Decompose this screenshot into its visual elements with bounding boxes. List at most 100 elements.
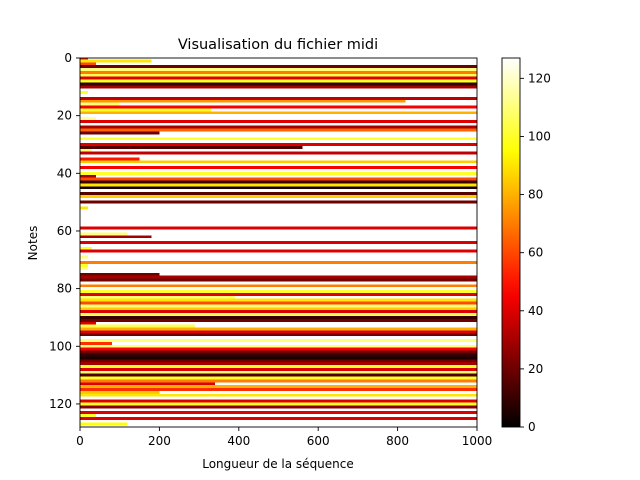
heatmap-row-note-101	[80, 347, 477, 351]
heatmap-row-note-48	[80, 194, 477, 198]
heatmap-row-note-108	[80, 367, 477, 371]
y-tick-label: 40	[57, 166, 72, 180]
heatmap-row-note-41	[80, 174, 96, 178]
heatmap-row-note-16	[80, 102, 120, 106]
colorbar-frame	[501, 57, 521, 428]
heatmap-plot	[80, 58, 477, 427]
heatmap-row-note-18	[80, 108, 212, 112]
heatmap-row-note-33	[80, 151, 477, 155]
heatmap-row-note-31	[80, 145, 303, 149]
heatmap-row-note-19	[80, 111, 477, 115]
heatmap-row-note-22	[80, 119, 477, 123]
heatmap-row-note-38	[80, 166, 477, 169]
heatmap-row-note-5	[80, 70, 477, 74]
heatmap-row-note-8	[80, 79, 477, 83]
heatmap-row-note-77	[80, 278, 477, 282]
heatmap-row-note-98	[80, 339, 477, 342]
x-tick-label: 600	[307, 434, 330, 448]
heatmap-row-note-94	[80, 327, 477, 331]
heatmap-row-note-115	[80, 388, 477, 391]
heatmap-row-note-52	[80, 206, 88, 210]
heatmap-row-note-35	[80, 157, 140, 161]
y-tick-label: 80	[57, 282, 72, 296]
colorbar-tick-label: 100	[528, 129, 551, 143]
heatmap-row-note-12	[80, 91, 88, 95]
heatmap-row-note-107	[80, 365, 477, 368]
heatmap-row-note-106	[80, 362, 477, 366]
heatmap-row-note-61	[80, 232, 128, 236]
y-tick-label: 0	[64, 51, 72, 65]
heatmap-row-note-120	[80, 402, 477, 406]
heatmap-row-note-99	[80, 341, 112, 345]
colorbar-tick-label: 120	[528, 71, 551, 85]
colorbar-fill	[502, 58, 520, 427]
heatmap-row-note-79	[80, 284, 477, 288]
heatmap-row-note-93	[80, 324, 196, 328]
heatmap-row-note-112	[80, 379, 477, 383]
heatmap-row-note-84	[80, 298, 477, 302]
heatmap-row-note-86	[80, 304, 477, 308]
heatmap-row-note-87	[80, 307, 477, 311]
heatmap-row-note-111	[80, 376, 477, 380]
heatmap-row-note-45	[80, 186, 477, 190]
heatmap-row-note-25	[80, 128, 477, 132]
heatmap-row-note-91	[80, 318, 477, 322]
y-tick-label: 100	[49, 339, 72, 353]
heatmap-row-note-89	[80, 313, 477, 317]
heatmap-row-note-3	[80, 65, 477, 69]
x-tick-label: 200	[148, 434, 171, 448]
heatmap-row-note-59	[80, 226, 477, 230]
heatmap-row-note-28	[80, 137, 477, 141]
x-tick-label: 800	[386, 434, 409, 448]
heatmap-row-note-114	[80, 385, 477, 389]
heatmap-row-note-2	[80, 62, 96, 66]
colorbar-tick-label: 20	[528, 362, 543, 376]
heatmap-row-note-83	[80, 295, 235, 299]
heatmap-row-note-10	[80, 85, 477, 89]
x-axis-label: Longueur de la séquence	[202, 457, 354, 471]
chart-title: Visualisation du fichier midi	[178, 37, 378, 53]
heatmap-row-note-113	[80, 382, 215, 386]
heatmap-row-note-47	[80, 192, 477, 195]
heatmap-row-note-76	[80, 275, 477, 279]
heatmap-row-note-66	[80, 246, 92, 250]
colorbar-tick-label: 0	[528, 420, 536, 434]
heatmap-row-note-36	[80, 160, 477, 164]
y-tick-label: 60	[57, 224, 72, 238]
heatmap-row-note-1	[80, 59, 152, 63]
heatmap-row-note-95	[80, 330, 477, 334]
heatmap-row-note-0	[80, 58, 88, 60]
heatmap-row-note-116	[80, 390, 160, 394]
x-tick-label: 0	[76, 434, 84, 448]
colorbar-tick-label: 60	[528, 246, 543, 260]
heatmap-row-note-17	[80, 105, 477, 109]
heatmap-row-note-42	[80, 177, 477, 181]
heatmap-axes: 0 200 400 600 800 1000 0 20 40 60 80 100 120	[49, 51, 492, 448]
heatmap-row-note-123	[80, 411, 477, 415]
heatmap-row-note-104	[80, 356, 477, 360]
heatmap-row-note-121	[80, 405, 477, 409]
heatmap-row-note-117	[80, 393, 477, 397]
heatmap-row-note-110	[80, 373, 477, 377]
heatmap-row-note-125	[80, 416, 477, 420]
heatmap-row-note-102	[80, 350, 477, 354]
heatmap-row-note-30	[80, 143, 477, 146]
heatmap-row-note-26	[80, 131, 160, 135]
heatmap-row-note-72	[80, 264, 88, 268]
heatmap-row-note-119	[80, 399, 477, 403]
colorbar-tick-label: 40	[528, 304, 543, 318]
heatmap-row-note-100	[80, 344, 477, 348]
heatmap-row-note-92	[80, 321, 96, 325]
heatmap-row-note-75	[80, 272, 160, 276]
colorbar-tick-label: 80	[528, 188, 543, 202]
heatmap-row-note-82	[80, 292, 477, 296]
heatmap-row-note-73	[80, 267, 88, 270]
heatmap-row-note-50	[80, 200, 477, 204]
heatmap-row-note-4	[80, 68, 477, 71]
heatmap-row-note-96	[80, 333, 477, 337]
heatmap-row-note-64	[80, 241, 477, 244]
heatmap-row-note-14	[80, 96, 477, 100]
heatmap-row-note-32	[80, 148, 92, 152]
heatmap-row-note-43	[80, 180, 477, 184]
